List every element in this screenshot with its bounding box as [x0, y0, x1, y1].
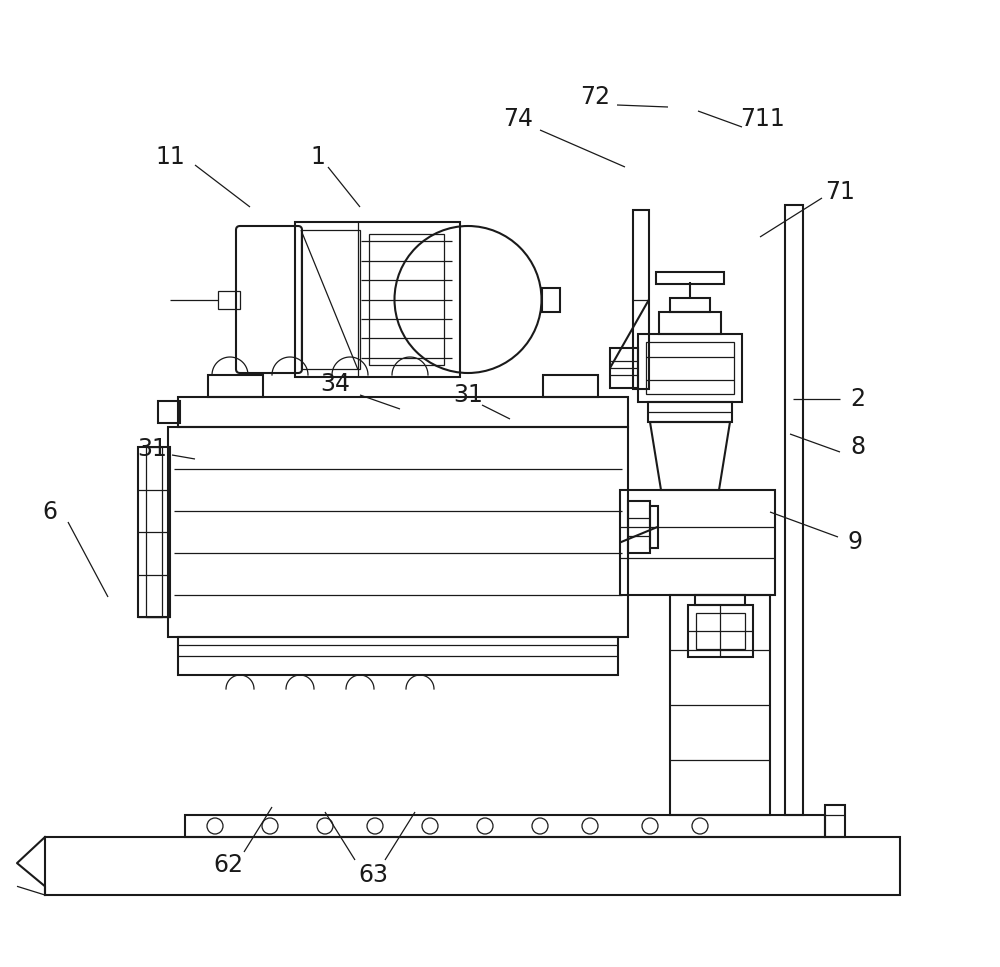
Text: 72: 72: [580, 85, 610, 109]
Text: 9: 9: [848, 530, 862, 554]
Bar: [185, 815, 825, 837]
Bar: [659, 312, 721, 334]
Bar: [785, 205, 803, 815]
Bar: [146, 447, 162, 617]
Bar: [218, 290, 240, 308]
Bar: [168, 427, 628, 637]
Bar: [628, 501, 650, 553]
Bar: [610, 347, 638, 389]
Bar: [138, 447, 170, 617]
Bar: [638, 334, 742, 402]
Bar: [542, 287, 560, 311]
Text: 74: 74: [503, 107, 533, 131]
Bar: [369, 234, 444, 365]
Bar: [45, 837, 900, 895]
Text: 2: 2: [850, 387, 866, 411]
Bar: [670, 298, 710, 312]
Text: 34: 34: [320, 372, 350, 396]
Bar: [650, 506, 658, 547]
Bar: [158, 401, 180, 423]
Bar: [670, 595, 770, 815]
Bar: [648, 402, 732, 422]
Text: 11: 11: [155, 145, 185, 169]
Text: 31: 31: [453, 383, 483, 407]
Text: 711: 711: [740, 107, 784, 131]
Text: 8: 8: [850, 435, 866, 459]
Bar: [695, 595, 745, 604]
Bar: [646, 342, 734, 394]
Text: 71: 71: [825, 180, 855, 204]
Bar: [301, 230, 360, 369]
Bar: [178, 397, 628, 427]
Bar: [656, 272, 724, 284]
Text: 1: 1: [311, 145, 325, 169]
Bar: [825, 805, 845, 837]
Bar: [543, 375, 598, 397]
Bar: [208, 375, 263, 397]
Bar: [696, 613, 744, 649]
Text: 31: 31: [137, 437, 167, 461]
Text: 6: 6: [43, 500, 58, 524]
Bar: [620, 490, 775, 595]
Text: 62: 62: [213, 853, 243, 877]
Bar: [633, 210, 649, 389]
Bar: [295, 222, 460, 377]
Bar: [688, 604, 753, 657]
Text: 63: 63: [358, 863, 388, 887]
Bar: [178, 637, 618, 675]
